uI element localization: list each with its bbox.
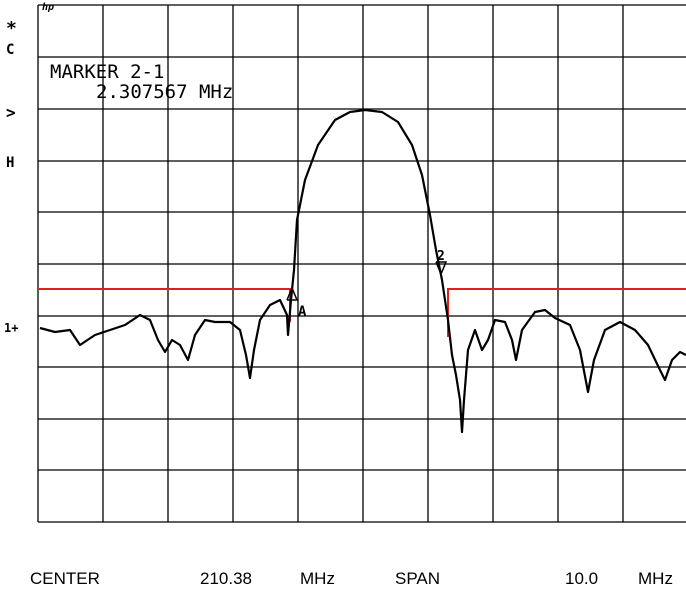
marker-value: 2.307567 MHz (96, 81, 233, 103)
marker-title: MARKER 2-1 (50, 61, 164, 83)
trace-label: 2 (437, 249, 445, 264)
marker-1-symbol (286, 286, 299, 301)
side-label: 1+ (4, 321, 18, 335)
span-unit: MHz (638, 569, 673, 588)
span-value: 10.0 (565, 569, 598, 588)
center-unit: MHz (300, 569, 335, 588)
logo: hp (42, 2, 54, 13)
grid (37, 4, 686, 523)
center-label: CENTER (30, 569, 100, 588)
side-label: H (6, 155, 14, 171)
marker-2-symbol (435, 261, 448, 276)
span-label: SPAN (395, 569, 440, 588)
side-label: C (6, 42, 14, 58)
trace-label: A (298, 304, 307, 320)
limit-mask-right (447, 288, 686, 337)
trace (39, 108, 686, 434)
limit-mask-left (38, 288, 291, 322)
center-value: 210.38 (200, 569, 252, 588)
side-label: > (6, 103, 16, 122)
side-label: * (6, 18, 17, 39)
